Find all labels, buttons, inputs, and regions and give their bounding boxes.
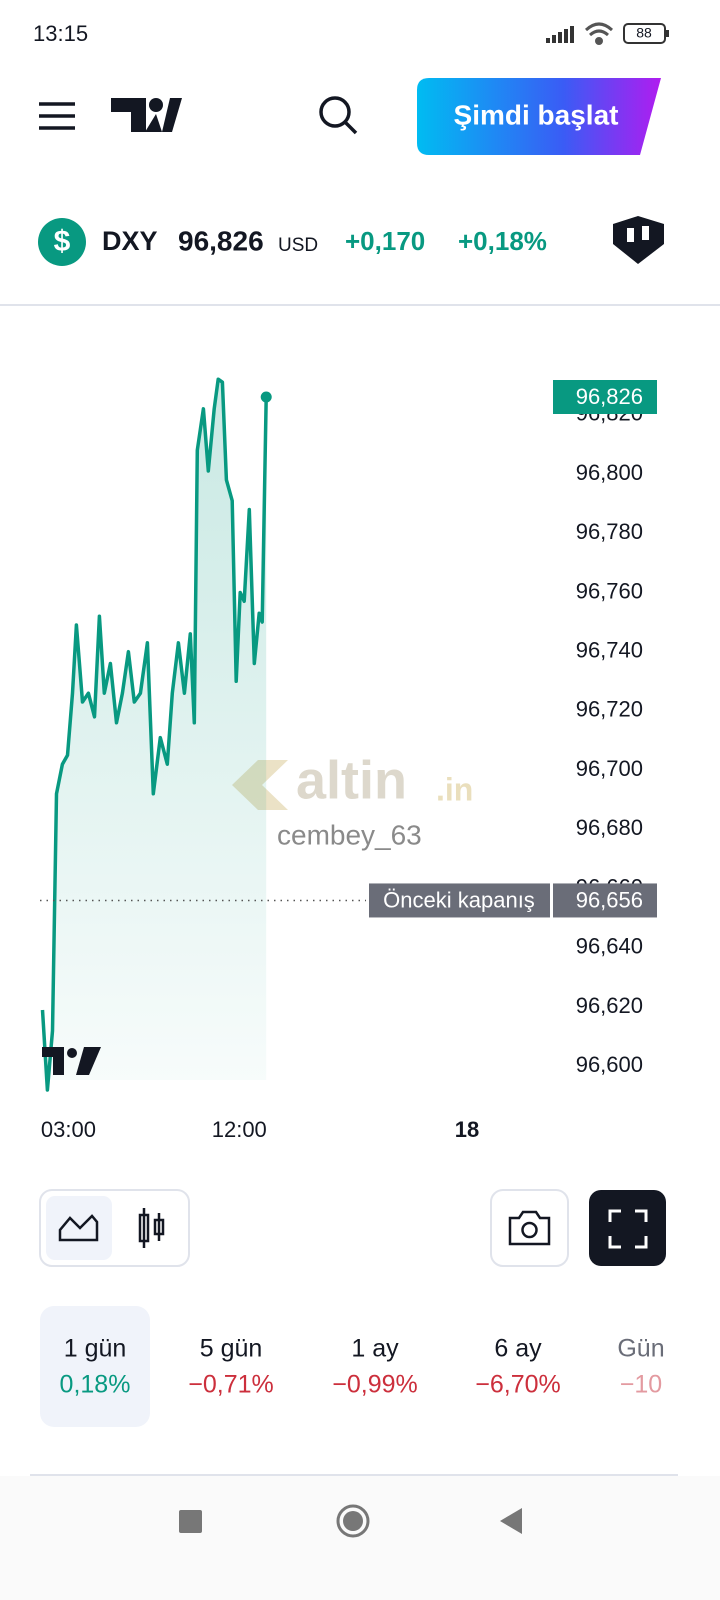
period-label[interactable]: Gün [617,1335,664,1363]
area [42,379,267,1090]
period-label[interactable]: 5 gün [200,1335,263,1363]
battery-tip [666,30,669,37]
last-price-badge [553,380,657,414]
period-change: −6,70% [475,1371,561,1399]
reference-value-badge [553,883,657,918]
nav-back[interactable] [500,1508,522,1534]
y-tick-label: 96,620 [576,993,643,1018]
signal-icon [546,26,574,43]
nav-home[interactable] [336,1504,370,1538]
watermark-tld: .in [436,771,473,807]
y-tick-label: 96,640 [576,934,643,959]
camera-icon [508,1210,551,1246]
last-price-label: 96,826 [576,384,643,409]
battery-icon [623,23,666,44]
period-change: 0,18% [60,1371,131,1399]
period-label[interactable]: 6 ay [494,1335,542,1363]
status-time: 13:15 [33,21,88,46]
start-button[interactable] [417,78,661,155]
y-tick-label: 96,760 [576,578,643,603]
watermark-user: cembey_63 [277,819,422,850]
y-tick-label: 96,700 [576,756,643,781]
period-change: −10 [620,1371,662,1399]
nav-bar [0,1476,720,1600]
candle-chart-button[interactable] [138,1208,165,1248]
logo[interactable] [111,98,182,132]
y-tick-label: 96,780 [576,519,643,544]
fullscreen-button[interactable] [589,1190,666,1266]
y-tick-label: 96,600 [576,1052,643,1077]
period-change: −0,99% [332,1371,418,1399]
fullscreen-icon [608,1209,648,1249]
period-change: −0,71% [188,1371,274,1399]
line-chart-icon [58,1214,99,1242]
price-line [40,377,268,1092]
chart: 96,60096,62096,64096,66096,68096,70096,7… [40,377,657,1142]
nav-recents[interactable] [179,1510,202,1533]
watermark-brand: altin [296,750,407,810]
period-label[interactable]: 1 gün [64,1335,127,1363]
chart-logo [42,1047,101,1075]
ticker-change-percent: +0,18% [458,226,547,256]
search-button[interactable] [319,96,358,135]
ticker-price: 96,826 [178,225,264,256]
ticker-currency: USD [278,235,318,256]
chart-style-badge[interactable] [613,216,664,264]
battery-level: 88 [636,25,652,41]
reference-value: 96,656 [576,887,643,912]
ticker-icon [38,218,86,266]
x-tick-label: 03:00 [41,1117,96,1142]
y-tick-label: 96,740 [576,638,643,663]
ticker-symbol: DXY [102,226,158,256]
reference-name: Önceki kapanış [383,887,535,912]
start-button-label[interactable]: Şimdi başlat [454,99,619,130]
reference-name-badge [369,883,550,918]
snapshot-button[interactable] [490,1189,569,1267]
y-tick-label: 96,680 [576,815,643,840]
ticker-change: +0,170 [345,226,425,256]
menu-button[interactable] [39,102,75,130]
period-label[interactable]: 1 ay [351,1335,399,1363]
period-selected [40,1306,150,1427]
x-tick-label: 12:00 [212,1117,267,1142]
y-tick-label: 96,720 [576,697,643,722]
last-point [260,391,272,403]
ticker-icon-symbol: $ [54,225,71,258]
period-tabs: 1 gün 0,18% 5 gün −0,71% 1 ay −0,99% 6 ay −6,70… [60,1335,665,1399]
y-tick-label: 96,800 [576,460,643,485]
wifi-icon [584,22,614,45]
x-tick-label: 18 [455,1117,479,1142]
